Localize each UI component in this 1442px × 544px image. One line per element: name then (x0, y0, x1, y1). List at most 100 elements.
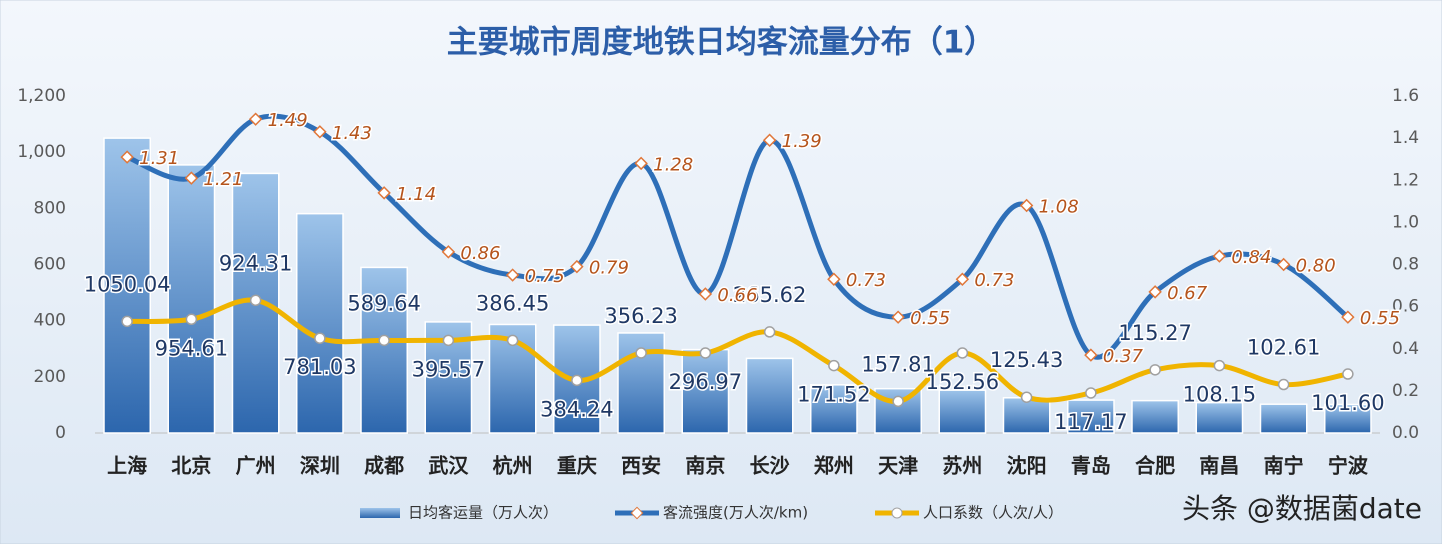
x-tick-label: 深圳 (300, 454, 340, 478)
x-tick-label: 武汉 (428, 454, 469, 478)
watermark: 头条 @数据菌date (1182, 492, 1422, 525)
x-tick-label: 广州 (236, 454, 276, 478)
line (124, 297, 1351, 404)
chart-title: 主要城市周度地铁日均客流量分布（1） (447, 25, 996, 61)
line-marker (185, 313, 198, 326)
bar-value-label: 1050.04 (84, 272, 171, 296)
line-value-label: 0.84 (1231, 247, 1271, 268)
y-tick-label: 800 (34, 198, 66, 218)
bar-value-label: 171.52 (797, 383, 870, 407)
bar-value-label: 384.24 (540, 397, 613, 421)
bar (1131, 399, 1180, 434)
bar (1259, 403, 1308, 434)
bar-value-label: 115.27 (1118, 321, 1191, 345)
line-marker (248, 112, 263, 126)
x-tick-label: 长沙 (750, 454, 790, 478)
line-marker (955, 272, 970, 286)
line-marker (1148, 285, 1162, 299)
line-marker (891, 310, 905, 324)
line-marker (635, 347, 647, 359)
bar (1195, 401, 1244, 434)
y2-tick-label: 1.6 (1392, 86, 1419, 106)
x-tick-label: 沈阳 (1007, 454, 1047, 478)
line-value-label: 0.86 (460, 243, 500, 264)
line-marker (828, 359, 840, 372)
legend-swatch (360, 508, 400, 518)
line-marker (120, 150, 134, 164)
x-tick-label: 青岛 (1071, 454, 1111, 478)
line-marker (1277, 378, 1290, 391)
bar-value-label: 386.45 (476, 291, 549, 315)
x-tick-label: 南宁 (1264, 454, 1304, 478)
line-marker (121, 315, 133, 328)
line-marker (763, 326, 776, 338)
line-marker (506, 334, 519, 347)
y-tick-label: 600 (34, 255, 66, 275)
y2-tick-label: 0.8 (1392, 255, 1419, 275)
line-marker (892, 395, 904, 408)
line-marker (698, 287, 713, 301)
bar-value-label: 125.43 (990, 348, 1063, 372)
line-value-label: 1.39 (782, 131, 822, 152)
line-value-label: 1.28 (653, 154, 693, 175)
bar (938, 389, 987, 434)
legend-label: 客流强度(万人次/km) (663, 504, 808, 522)
bar (809, 384, 858, 434)
legend-marker (891, 507, 903, 519)
line-value-label: 0.79 (589, 258, 629, 279)
line-marker (441, 245, 456, 259)
line-marker (249, 294, 262, 307)
line-value-label: 1.43 (332, 123, 372, 144)
line-marker (184, 171, 199, 185)
legend-marker (630, 506, 644, 520)
line-marker (1213, 359, 1226, 372)
x-tick-label: 重庆 (557, 454, 597, 478)
bar (745, 357, 794, 434)
line-marker (956, 347, 969, 359)
bar (360, 266, 409, 434)
x-tick-label: 宁波 (1328, 454, 1369, 478)
line-value-label: 0.66 (717, 285, 757, 306)
bar (1002, 397, 1051, 434)
y2-tick-label: 1.2 (1392, 170, 1419, 190)
bar-value-label: 356.23 (604, 304, 677, 328)
line-value-label: 0.73 (974, 270, 1014, 291)
line-marker (634, 156, 648, 171)
line-value-label: 0.73 (846, 270, 886, 291)
bar-value-label: 117.17 (1054, 410, 1127, 434)
x-tick-label: 南昌 (1199, 454, 1239, 478)
bar-value-label: 924.31 (219, 251, 292, 275)
x-tick-label: 西安 (621, 454, 661, 478)
line-marker (1149, 364, 1161, 376)
bar-value-label: 265.62 (733, 283, 806, 307)
line-marker (505, 268, 520, 282)
x-tick-label: 南京 (685, 454, 725, 478)
bar-value-label: 108.15 (1183, 383, 1256, 407)
x-tick-label: 成都 (364, 454, 404, 478)
line-value-label: 0.67 (1167, 283, 1208, 304)
x-tick-label: 上海 (107, 454, 147, 478)
line-marker (1020, 391, 1033, 403)
bar (1066, 399, 1115, 434)
line-marker (1276, 257, 1291, 272)
y-tick-label: 1,000 (17, 142, 66, 162)
line-marker (827, 272, 841, 286)
bar-value-label: 157.81 (861, 352, 934, 376)
bar (103, 137, 152, 434)
legend-label: 人口系数（人次/人） (923, 504, 1063, 522)
x-tick-label: 北京 (171, 454, 211, 478)
line-marker (1019, 198, 1034, 213)
y-tick-label: 200 (34, 367, 66, 387)
line-value-label: 0.80 (1296, 256, 1336, 277)
x-tick-label: 苏州 (942, 454, 982, 478)
line-marker (571, 374, 583, 387)
y2-tick-label: 0.4 (1392, 339, 1419, 359)
line-value-label: 0.55 (1360, 308, 1400, 329)
bar-value-label: 954.61 (155, 336, 228, 360)
y2-tick-label: 0.2 (1392, 381, 1419, 401)
y-tick-label: 0 (55, 423, 66, 443)
line-value-label: 1.31 (139, 148, 179, 169)
legend-label: 日均客运量（万人次） (408, 504, 558, 522)
line-marker (314, 332, 326, 344)
